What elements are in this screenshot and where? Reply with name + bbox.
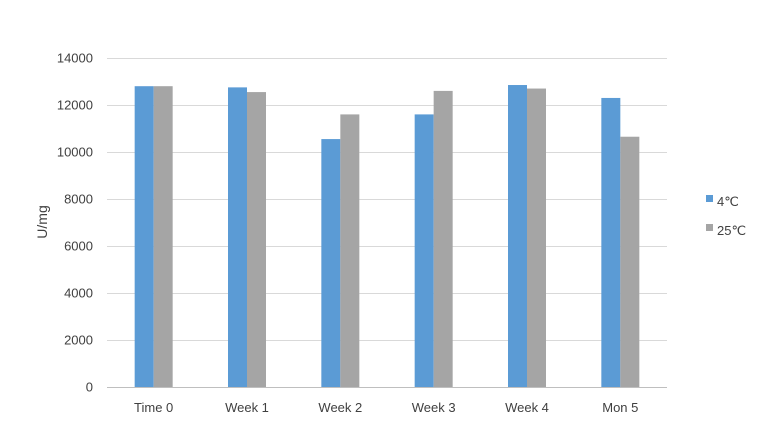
legend-swatch [706,195,713,202]
bar-series-2 [620,136,640,387]
x-axis-ticks: Time 0 Week 1 Week 2 Week 3 Week 4 Mon 5 [134,400,638,415]
bar-series-2 [153,86,173,387]
y-tick-label: 6000 [64,239,93,254]
bar-series-2 [527,88,546,388]
bar-series-2 [433,90,453,388]
x-tick-label: Week 3 [412,400,456,415]
x-tick-label: Week 2 [318,400,362,415]
bar-series-1 [228,87,247,387]
bar-series-1 [601,97,621,387]
legend-label: 4℃ [717,194,739,209]
x-tick-label: Time 0 [134,400,173,415]
y-tick-label: 0 [86,380,93,395]
bar-series-1 [134,86,154,387]
y-tick-label: 8000 [64,192,93,207]
y-tick-label: 4000 [64,286,93,301]
legend: 4℃ 25℃ [706,194,746,238]
y-tick-label: 2000 [64,333,93,348]
y-tick-label: 12000 [57,98,93,113]
legend-swatch [706,224,713,231]
bar-series-1 [414,114,434,388]
y-axis-ticks: 0 2000 4000 6000 8000 10000 12000 14000 [57,51,93,395]
x-tick-label: Mon 5 [602,400,638,415]
y-tick-label: 14000 [57,51,93,66]
y-axis-title: U/mg [34,205,50,238]
bar-series-2 [340,114,360,388]
x-tick-label: Week 1 [225,400,269,415]
bars [134,85,640,388]
y-tick-label: 10000 [57,145,93,160]
legend-label: 25℃ [717,223,746,238]
bar-series-1 [508,85,527,388]
gridlines [107,58,667,388]
bar-series-1 [321,139,341,387]
x-tick-label: Week 4 [505,400,549,415]
bar-series-2 [247,92,266,387]
